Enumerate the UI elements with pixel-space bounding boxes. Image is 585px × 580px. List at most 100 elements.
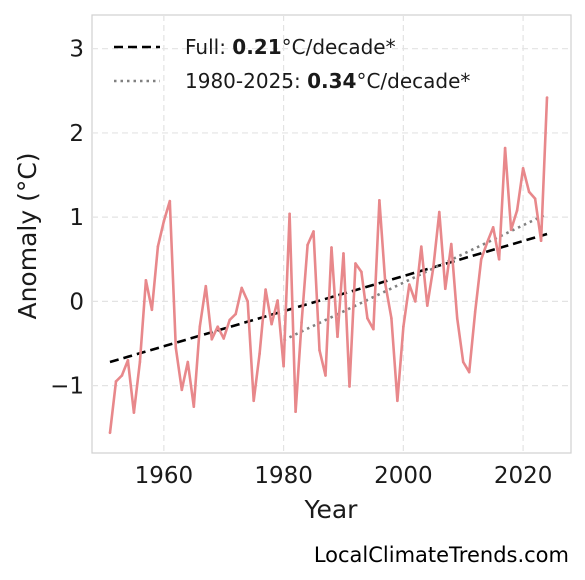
data-point-1989 [336,335,339,339]
data-point-1999 [396,399,399,403]
data-point-2013 [479,257,483,261]
y-tick-label-0: −1 [50,374,84,400]
data-point-1968 [210,337,214,341]
data-point-2003 [420,245,423,248]
data-point-1996 [378,199,381,202]
data-point-1973 [240,286,243,290]
data-point-2010 [461,360,465,364]
data-point-1998 [390,316,393,320]
data-point-1993 [360,270,363,274]
data-point-1960 [162,220,166,223]
legend-label-1980-2025: 1980-2025: 0.34°C/decade* [185,69,470,93]
series-line-group [108,96,549,435]
data-point-1952 [114,380,118,383]
data-point-2001 [408,283,411,286]
data-point-1958 [150,308,154,312]
data-point-1965 [192,405,196,408]
data-point-1992 [354,262,357,265]
data-point-1962 [174,346,178,350]
data-point-2014 [485,241,489,244]
data-point-1961 [168,199,172,203]
data-point-1975 [252,399,255,403]
data-point-1981 [288,212,291,216]
data-point-2005 [431,266,435,269]
y-tick-label-3: 2 [69,121,84,147]
x-tick-label-2020: 2020 [494,463,553,489]
data-point-2015 [491,225,495,229]
y-tick-label-2: 1 [69,205,84,231]
data-point-1990 [342,252,345,255]
legend-prefix-full: Full: [185,35,232,59]
data-point-1974 [246,300,249,303]
data-point-1994 [366,316,369,320]
data-point-1959 [156,245,160,248]
data-point-1972 [234,312,237,316]
data-point-2008 [449,242,453,246]
data-point-1986 [318,348,321,352]
data-point-2002 [414,300,417,303]
series-line-anomaly [108,97,549,433]
data-point-2019 [515,209,519,212]
legend-value-1980-2025: 0.34 [307,69,356,93]
legend-prefix-1980-2025: 1980-2025: [185,69,307,93]
data-point-1977 [264,288,267,291]
data-point-1964 [186,360,190,364]
data-point-1984 [306,243,309,247]
data-point-1995 [372,327,375,331]
x-tick-labels: 1960 1980 2000 2020 [135,463,553,489]
x-axis-title: Year [304,495,359,524]
data-point-2012 [473,310,477,313]
x-tick-label-1960: 1960 [135,463,194,489]
data-point-1978 [270,322,273,326]
data-point-2011 [467,370,471,374]
x-tick-label-1980: 1980 [254,463,313,489]
data-point-1967 [204,284,208,288]
data-point-1955 [132,411,136,414]
data-point-1991 [348,385,351,388]
y-tick-labels: −1 0 1 2 3 [50,37,84,400]
data-point-1953 [120,374,124,377]
data-point-1980 [282,364,285,368]
data-point-1983 [300,321,303,324]
data-point-1954 [126,359,130,362]
data-point-2024 [545,96,549,99]
data-point-1985 [312,230,315,233]
data-point-1969 [216,325,220,328]
y-tick-label-4: 3 [69,37,84,63]
y-axis-title: Anomaly (°C) [13,152,42,319]
data-point-2022 [533,197,537,200]
legend: Full: 0.21°C/decade* 1980-2025: 0.34°C/d… [114,35,470,93]
data-point-1987 [324,374,327,377]
data-point-2007 [443,287,447,291]
data-point-2020 [521,167,525,170]
data-point-1963 [180,388,184,392]
data-point-1971 [228,318,232,322]
legend-label-full: Full: 0.21°C/decade* [185,35,396,59]
data-point-2023 [539,239,543,243]
footer-site-credit: LocalClimateTrends.com [313,543,569,567]
legend-suffix-full: °C/decade* [282,35,396,59]
grid-lines [92,15,571,453]
legend-value-full: 0.21 [232,35,281,59]
data-point-1982 [294,410,297,414]
data-point-1979 [276,299,279,302]
data-point-2006 [437,210,441,214]
data-point-1957 [144,279,148,282]
data-point-1951 [108,431,112,435]
data-point-2004 [426,304,429,307]
data-point-2016 [497,257,501,261]
data-point-1976 [258,352,261,355]
data-point-1970 [222,337,226,340]
legend-suffix-1980-2025: °C/decade* [356,69,470,93]
data-point-2018 [509,228,513,232]
data-point-1956 [138,360,142,364]
data-point-1997 [384,283,387,286]
data-point-1988 [330,246,333,249]
data-point-2021 [527,190,531,194]
data-point-1966 [198,325,202,328]
data-point-2009 [455,316,459,320]
data-point-2000 [402,325,405,328]
x-tick-label-2000: 2000 [374,463,433,489]
y-tick-label-1: 0 [69,289,84,315]
